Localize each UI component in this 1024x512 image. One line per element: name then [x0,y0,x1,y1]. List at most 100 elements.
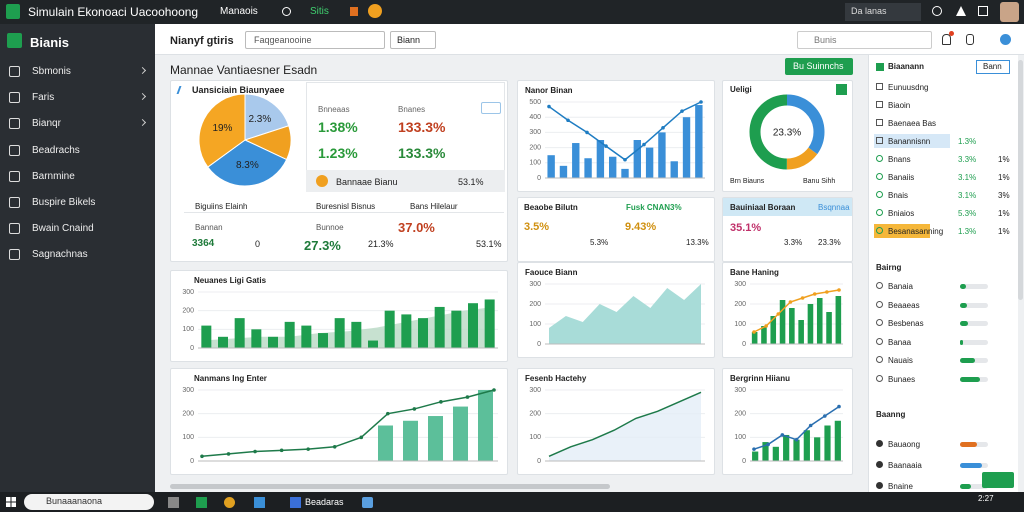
row-name[interactable]: Banaia [888,282,913,291]
area [549,284,701,344]
bar [798,320,804,344]
kpi-sub: Bunnoe [316,223,344,232]
y-tick-label: 0 [190,345,194,352]
point [465,395,470,399]
filter[interactable]: Biann [390,31,436,49]
nav-item[interactable]: Bianqr [32,118,61,130]
row-icon [876,482,883,489]
footer-dot [316,175,328,187]
primary-button[interactable]: Bu Suinnchs [785,58,853,75]
y-tick-label: 0 [190,458,194,465]
point [766,442,770,447]
menu-tab[interactable]: Sitis [310,6,329,17]
y-tick-label: 300 [529,129,541,136]
row-name[interactable]: Baenaea Bas [888,119,937,128]
stat-value: 133.3% [398,145,446,161]
nav-item[interactable]: Faris [32,92,55,104]
row-name[interactable]: Banannisnn [888,137,931,146]
row-name[interactable]: Beaaeas [888,300,920,310]
taskbar-search[interactable]: Bunaaanaona [24,494,154,510]
footer-label: Bannaae Bianu [336,177,398,187]
chart-panel [170,368,508,475]
progress-fill [960,358,976,364]
check [836,84,847,95]
menu-tab[interactable]: Manaois [220,6,258,17]
taskbar-app[interactable]: Beadaras [305,497,344,507]
row-amount: 3% [998,191,1010,200]
dropdown[interactable]: Faqgeanooine [245,31,385,49]
bar [826,312,832,344]
row-name[interactable]: Baanaaia [888,461,922,470]
taskbar-icon[interactable] [168,497,179,508]
nav-item[interactable]: Buspire Bikels [32,197,96,208]
row-name[interactable]: Bnans [888,155,911,164]
kpi-value: 35.1% [730,222,762,234]
row-highlight [874,134,950,148]
row-name[interactable]: Bnaine [888,482,913,491]
nav-icon [9,92,20,104]
footer-value: 53.1% [458,177,484,187]
kpi-label: Buresnisl Bisnus [316,202,376,211]
chart: 0 100 200 300 400 500 [529,99,705,182]
search-box[interactable]: Bunis [797,31,932,49]
avatar [1000,2,1019,22]
row-icon [876,83,883,90]
nav-item[interactable]: Beadrachs [32,144,80,156]
progress-fill [960,463,983,468]
chart-title: Fesenb Hactehy [525,374,587,383]
row-name[interactable]: Bniaios [888,209,915,218]
point [837,288,841,292]
point [699,100,703,104]
y-tick-label: 100 [734,321,746,328]
row-value: 1.3% [958,227,977,236]
nav-item[interactable]: Barnmine [32,170,75,182]
row-name[interactable]: Eunuusdng [888,83,929,92]
bar [824,425,831,461]
y-tick-label: 100 [529,434,541,441]
taskbar-icon[interactable] [362,497,373,508]
chart: 0 100 200 300 [734,281,843,348]
row-icon [876,282,883,289]
taskbar-icon[interactable] [290,497,301,508]
row-name[interactable]: Nauais [888,356,913,366]
nav-item[interactable]: Bwain Cnaind [32,223,94,235]
row-name[interactable]: Bauaong [888,440,921,449]
line [548,101,702,161]
nav-item[interactable]: Sbmonis [32,66,71,77]
y-tick-label: 300 [182,289,194,296]
bar [682,117,691,178]
chart: 0 100 200 300 [529,281,705,348]
bar [609,156,617,178]
row-name[interactable]: Besanasanning [888,227,944,236]
bar [268,336,278,348]
row-name[interactable]: Bnais [888,191,909,200]
progress-fill [960,442,977,447]
kpi-label: Biguiins Elainh [195,202,248,211]
nav-item[interactable]: Sagnachnas [32,249,88,261]
y-tick-label: 200 [182,411,194,418]
row-name[interactable]: Bunaes [888,375,916,384]
row-name[interactable]: Banaiis [888,173,915,182]
chart-title: Faouce Biann [525,268,578,277]
point [547,104,551,109]
y-tick-label: 300 [734,281,746,288]
bar [478,390,493,461]
point [776,312,781,316]
row-icon [876,227,883,234]
taskbar-icon[interactable] [254,497,265,508]
row-amount: 1% [998,155,1010,164]
user-menu[interactable]: Da lanas [845,3,921,21]
filter[interactable]: Bann [976,60,1010,74]
toolbar-icon [978,6,988,16]
row-name[interactable]: Banaa [888,337,912,347]
taskbar-icon[interactable] [224,497,235,508]
y-tick-label: 400 [529,114,541,121]
bar [572,143,580,178]
point [492,388,496,392]
point [825,290,829,294]
bar [658,132,666,178]
row-name[interactable]: Biaoin [888,101,911,110]
row-name[interactable]: Besbenas [888,319,924,329]
bar [403,420,418,461]
taskbar-icon[interactable] [196,497,207,508]
